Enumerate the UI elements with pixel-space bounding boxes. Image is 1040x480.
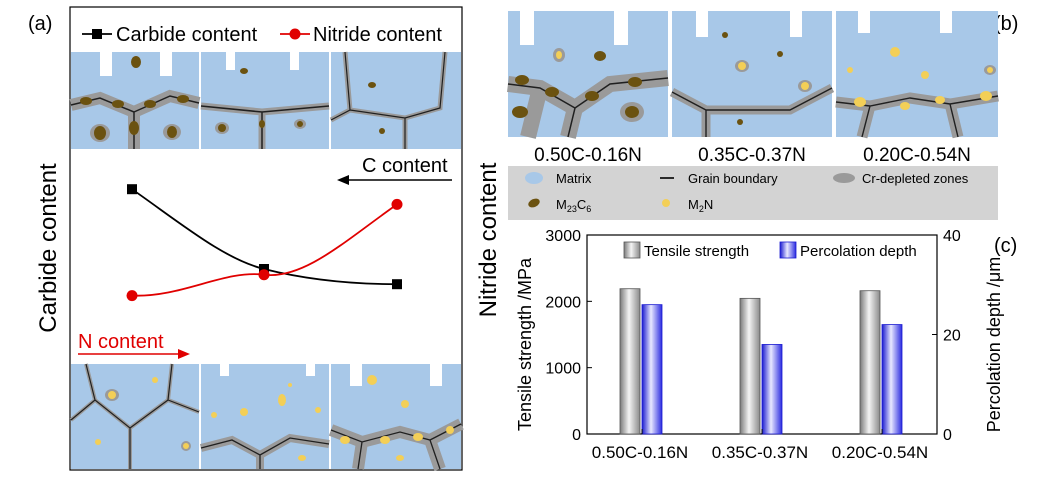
- y-right-tick-label-0: 0: [943, 427, 952, 444]
- legend-m2n-label: M2N: [688, 197, 713, 214]
- y-left-tick-label-0: 0: [572, 427, 581, 444]
- panel-a-tag: (a): [28, 13, 52, 35]
- y-left-tick-label-3: 3000: [545, 228, 581, 245]
- panel-a-line-chart: [126, 184, 403, 302]
- nitride-particle-icon: [662, 199, 670, 207]
- panel-c-bar-chart: 0 1000 2000 3000 0 20 40 Tensile strength /MPa P…: [515, 228, 1004, 462]
- micro-a-bottom-2: [200, 364, 330, 469]
- micro-a-top-3: [329, 51, 461, 149]
- panel-a: (a) Carbide content Carbide content Nitr…: [28, 6, 464, 471]
- panel-b-tag: (b): [994, 13, 1018, 35]
- panel-b: (b): [507, 11, 1018, 220]
- y-left-tick-label-1: 1000: [545, 361, 581, 378]
- n-content-arrow: N content: [78, 331, 190, 359]
- micro-a-bottom-1: [69, 363, 200, 469]
- panel-a-legend: Carbide content Nitride content: [82, 24, 442, 46]
- nitride-content-ylabel: Nitride content: [475, 162, 502, 317]
- carbide-point-2: [259, 264, 269, 274]
- legend-b-band: [508, 166, 998, 220]
- carbide-legend-label: Carbide content: [116, 24, 258, 46]
- micro-b-3: [835, 11, 999, 139]
- micro-b-label-2: 0.35C-0.37N: [698, 145, 806, 166]
- tensile-bar-1: [619, 288, 641, 435]
- percolation-bar-3: [881, 324, 903, 435]
- legend-tensile-label: Tensile strength: [644, 243, 749, 260]
- c-content-arrow: C content: [337, 155, 452, 185]
- micro-b-label-3: 0.20C-0.54N: [863, 145, 971, 166]
- y-left-tick-label-2: 2000: [545, 294, 581, 311]
- matrix-ellipse-icon: [525, 172, 543, 184]
- legend-cr-depleted-label: Cr-depleted zones: [862, 171, 969, 186]
- y-left-axis-label: Tensile strength /MPa: [515, 257, 535, 431]
- legend-percolation-label: Percolation depth: [800, 243, 917, 260]
- micro-a-top-1: [69, 52, 201, 149]
- legend-tensile-swatch: [623, 241, 641, 259]
- nitride-point-3: [391, 198, 403, 210]
- legend-percolation-swatch: [779, 241, 797, 259]
- micro-a-bottom-3: [328, 364, 464, 471]
- x-tick-label-3: 0.20C-0.54N: [832, 443, 928, 462]
- legend-b: Matrix Grain boundary Cr-depleted zones …: [508, 166, 998, 220]
- carbide-point-3: [392, 279, 402, 290]
- carbide-legend-marker: [92, 29, 102, 39]
- panel-c: (c) 0 1000 2000 3000 0 20 40 Tensile strength /…: [515, 228, 1017, 462]
- c-content-label: C content: [362, 155, 448, 177]
- nitride-legend-label: Nitride content: [313, 24, 442, 46]
- panel-a-ylabel: Carbide content: [35, 163, 62, 333]
- x-tick-label-1: 0.50C-0.16N: [592, 443, 688, 462]
- x-tick-label-2: 0.35C-0.37N: [712, 443, 808, 462]
- legend-matrix-label: Matrix: [556, 171, 592, 186]
- y-right-tick-label-2: 40: [943, 228, 961, 245]
- carbide-point-1: [127, 184, 137, 195]
- panel-c-tag: (c): [994, 235, 1017, 257]
- tensile-bar-2: [739, 297, 761, 435]
- micro-a-top-2: [200, 52, 330, 149]
- legend-m23c6-label: M23C6: [556, 197, 591, 214]
- micro-b-label-1: 0.50C-0.16N: [534, 145, 642, 166]
- percolation-bar-2: [761, 344, 783, 435]
- tensile-bar-3: [859, 290, 881, 435]
- micro-b-1: [507, 11, 669, 139]
- nitride-legend-marker: [289, 28, 301, 40]
- micro-b-2: [669, 11, 835, 137]
- y-right-axis-label: Percolation depth /μm: [984, 257, 1004, 432]
- nitride-point-2: [258, 269, 270, 281]
- nitride-point-1: [126, 290, 138, 302]
- gray-ellipse-icon: [833, 173, 855, 183]
- legend-grain-boundary-label: Grain boundary: [688, 171, 778, 186]
- y-right-tick-label-1: 20: [943, 328, 961, 345]
- percolation-bar-1: [641, 304, 663, 435]
- n-content-label: N content: [78, 331, 164, 353]
- carbide-particle-icon: [528, 198, 540, 208]
